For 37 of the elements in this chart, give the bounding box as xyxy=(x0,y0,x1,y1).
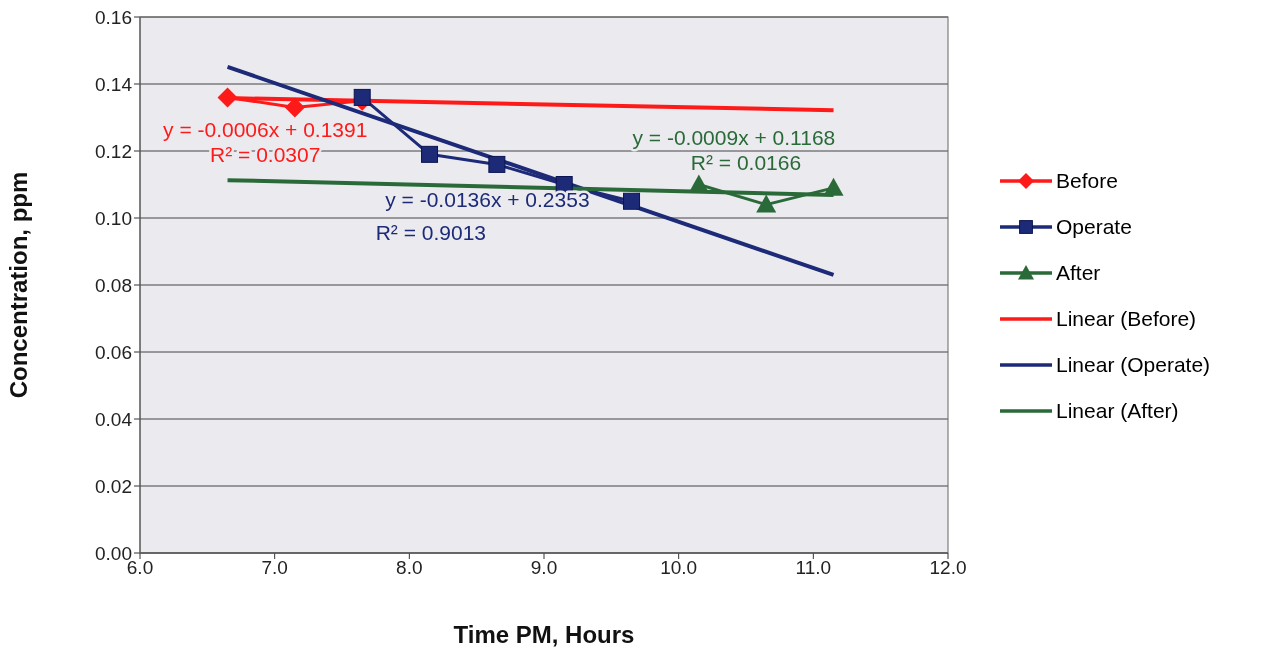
legend-label: Linear (Operate) xyxy=(1056,353,1211,377)
annotation: R² = 0.9013 xyxy=(375,220,487,244)
y-axis-title: Concentration, ppm xyxy=(4,171,32,399)
y-tick-label: 0.06 xyxy=(95,341,132,363)
point xyxy=(756,194,777,213)
annotation: R² = 0.0307 xyxy=(210,142,321,166)
annotation: y = -0.0136x + 0.2353 xyxy=(385,188,590,212)
point xyxy=(353,88,371,106)
legend-label: Before xyxy=(1056,169,1118,193)
legend-label: Operate xyxy=(1056,215,1132,239)
point xyxy=(488,155,506,173)
y-tick-label: 0.08 xyxy=(95,274,132,296)
point xyxy=(823,177,844,196)
annotation: y = -0.0009x + 0.1168 xyxy=(632,125,836,149)
x-tick-label: 8.0 xyxy=(396,557,423,579)
y-tick-label: 0.04 xyxy=(95,408,133,430)
point xyxy=(284,97,305,118)
y-tick-label: 0.12 xyxy=(95,140,132,162)
legend-label: Linear (After) xyxy=(1056,399,1179,423)
point xyxy=(623,192,641,210)
x-tick-label: 11.0 xyxy=(795,557,832,579)
y-tick-label: 0.10 xyxy=(95,207,132,229)
legend-label: After xyxy=(1056,261,1101,285)
annotation: y = -0.0006x + 0.1391 xyxy=(163,117,368,141)
x-axis-title: Time PM, Hours xyxy=(453,621,635,648)
y-tick-label: 0.14 xyxy=(95,73,133,95)
legend-label: Linear (Before) xyxy=(1056,307,1197,331)
x-tick-label: 10.0 xyxy=(660,557,698,579)
point xyxy=(217,87,238,108)
y-tick-label: 0.16 xyxy=(95,6,132,28)
x-tick-label: 9.0 xyxy=(530,557,558,579)
point xyxy=(421,145,439,163)
x-tick-label: 12.0 xyxy=(929,557,967,579)
y-tick-label: 0.02 xyxy=(95,475,132,497)
annotation: R² = 0.0166 xyxy=(690,151,802,175)
point xyxy=(688,174,709,193)
x-tick-label: 7.0 xyxy=(261,557,288,579)
